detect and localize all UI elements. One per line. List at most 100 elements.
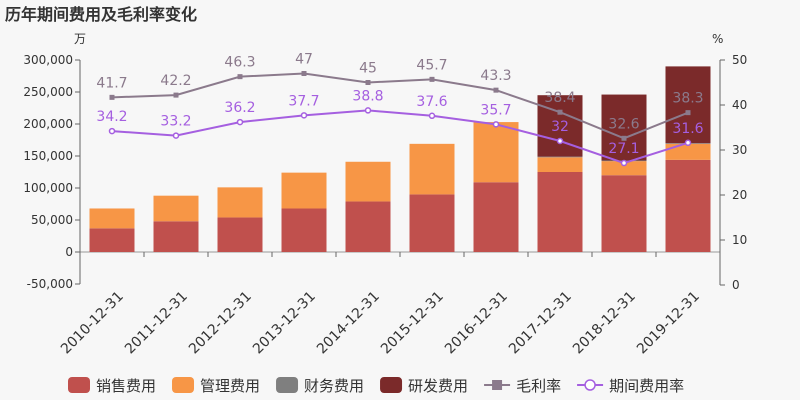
series-line — [111, 109, 689, 165]
data-labels: 41.7 42.2 46.3 47 45 45.7 43.3 38.4 32.6 38.3 34.2… — [96, 52, 703, 158]
left-tick-label: 100,000 — [23, 181, 73, 195]
right-tick-label: 10 — [732, 233, 747, 247]
bar-segment — [665, 66, 711, 144]
bar-segment — [217, 187, 263, 218]
data-label: 32.6 — [608, 116, 639, 132]
left-axis-unit: 万 — [74, 32, 86, 46]
bar-segment — [281, 208, 327, 252]
right-axis-unit: % — [712, 32, 723, 46]
legend-swatch — [172, 377, 195, 393]
left-tick-label: 300,000 — [23, 53, 73, 67]
bar-segment — [409, 194, 455, 252]
legend-item: 财务费用 — [276, 377, 364, 395]
series-marker — [493, 87, 499, 93]
series-marker — [236, 118, 244, 126]
x-tick-label: 2014-12-31 — [314, 289, 383, 358]
data-label: 35.7 — [480, 102, 511, 118]
bar-segment — [153, 195, 199, 222]
bar-segment — [665, 159, 711, 252]
left-tick-label: 50,000 — [31, 213, 73, 227]
data-label: 42.2 — [160, 73, 191, 89]
right-tick-label: 40 — [732, 98, 747, 112]
series-marker — [237, 74, 243, 80]
legend-label: 销售费用 — [96, 377, 156, 395]
right-tick-label: 30 — [732, 143, 747, 157]
bar-segment — [281, 172, 327, 209]
legend-marker — [492, 380, 503, 390]
series-marker — [301, 71, 307, 76]
legend-label: 期间费用率 — [609, 377, 684, 395]
bar-segment — [217, 217, 263, 252]
bar-segment — [665, 143, 711, 160]
bar-segment — [473, 182, 519, 252]
data-label: 31.6 — [672, 121, 703, 137]
series-marker — [108, 127, 116, 135]
series-marker — [557, 109, 563, 115]
bar-segment — [601, 161, 647, 176]
series-marker — [365, 80, 371, 85]
bar-segment — [601, 175, 647, 252]
x-tick-label: 2010-12-31 — [58, 289, 127, 358]
x-tick-label: 2018-12-31 — [570, 289, 639, 358]
x-tick-label: 2019-12-31 — [634, 289, 703, 358]
legend-label: 财务费用 — [304, 377, 364, 395]
legend-item: 研发费用 — [380, 377, 468, 395]
series-marker — [556, 137, 564, 145]
legend-label: 毛利率 — [516, 377, 561, 395]
series-marker — [621, 135, 627, 141]
bar-segment — [537, 172, 583, 252]
data-label: 41.7 — [96, 75, 127, 91]
legend-label: 研发费用 — [408, 377, 468, 395]
data-label: 36.2 — [224, 100, 255, 116]
bar-segment — [473, 122, 519, 183]
legend-item: 销售费用 — [68, 377, 156, 395]
data-label: 34.2 — [96, 109, 127, 125]
legend-swatch — [276, 377, 299, 393]
legend-item: 管理费用 — [172, 377, 260, 395]
data-label: 27.1 — [608, 141, 639, 157]
data-label: 46.3 — [224, 55, 255, 71]
data-label: 43.3 — [480, 68, 511, 84]
bar-segment — [153, 221, 199, 252]
right-tick-label: 50 — [732, 53, 747, 67]
bar-segment — [409, 143, 455, 195]
series-marker — [492, 121, 500, 128]
series-marker — [109, 94, 115, 100]
series-marker — [172, 132, 180, 139]
series-marker — [620, 159, 628, 167]
legend-item: 毛利率 — [484, 377, 561, 395]
legend-item: 期间费用率 — [577, 377, 684, 395]
left-tick-label: 0 — [65, 245, 73, 259]
left-tick-label: -50,000 — [27, 277, 73, 291]
x-tick-label: 2011-12-31 — [122, 289, 191, 358]
bar-segment — [537, 156, 583, 158]
legend-swatch — [380, 377, 403, 393]
series-marker — [429, 76, 435, 82]
data-label: 37.7 — [288, 93, 319, 109]
lines — [108, 71, 692, 167]
bar-segment — [89, 208, 135, 229]
series-marker — [173, 92, 179, 98]
x-tick-label: 2012-12-31 — [186, 289, 255, 358]
series-marker — [300, 112, 308, 119]
data-label: 47 — [295, 52, 313, 68]
data-label: 45 — [359, 61, 377, 77]
series-marker — [364, 107, 372, 114]
bar-segment — [345, 201, 391, 252]
bar-segment — [537, 157, 583, 172]
data-label: 38.4 — [544, 90, 575, 106]
x-tick-label: 2013-12-31 — [250, 289, 319, 358]
series-marker — [428, 112, 436, 120]
bar-segment — [89, 228, 135, 252]
series-marker — [685, 110, 691, 116]
legend-label: 管理费用 — [200, 377, 260, 395]
legend-marker — [584, 379, 596, 391]
right-tick-label: 0 — [732, 278, 740, 292]
data-label: 45.7 — [416, 57, 447, 73]
left-tick-label: 250,000 — [23, 85, 73, 99]
data-label: 33.2 — [160, 114, 191, 130]
legend: 销售费用 管理费用 财务费用 研发费用 毛利率 期间费用率 — [68, 377, 684, 395]
right-tick-label: 20 — [732, 188, 747, 202]
